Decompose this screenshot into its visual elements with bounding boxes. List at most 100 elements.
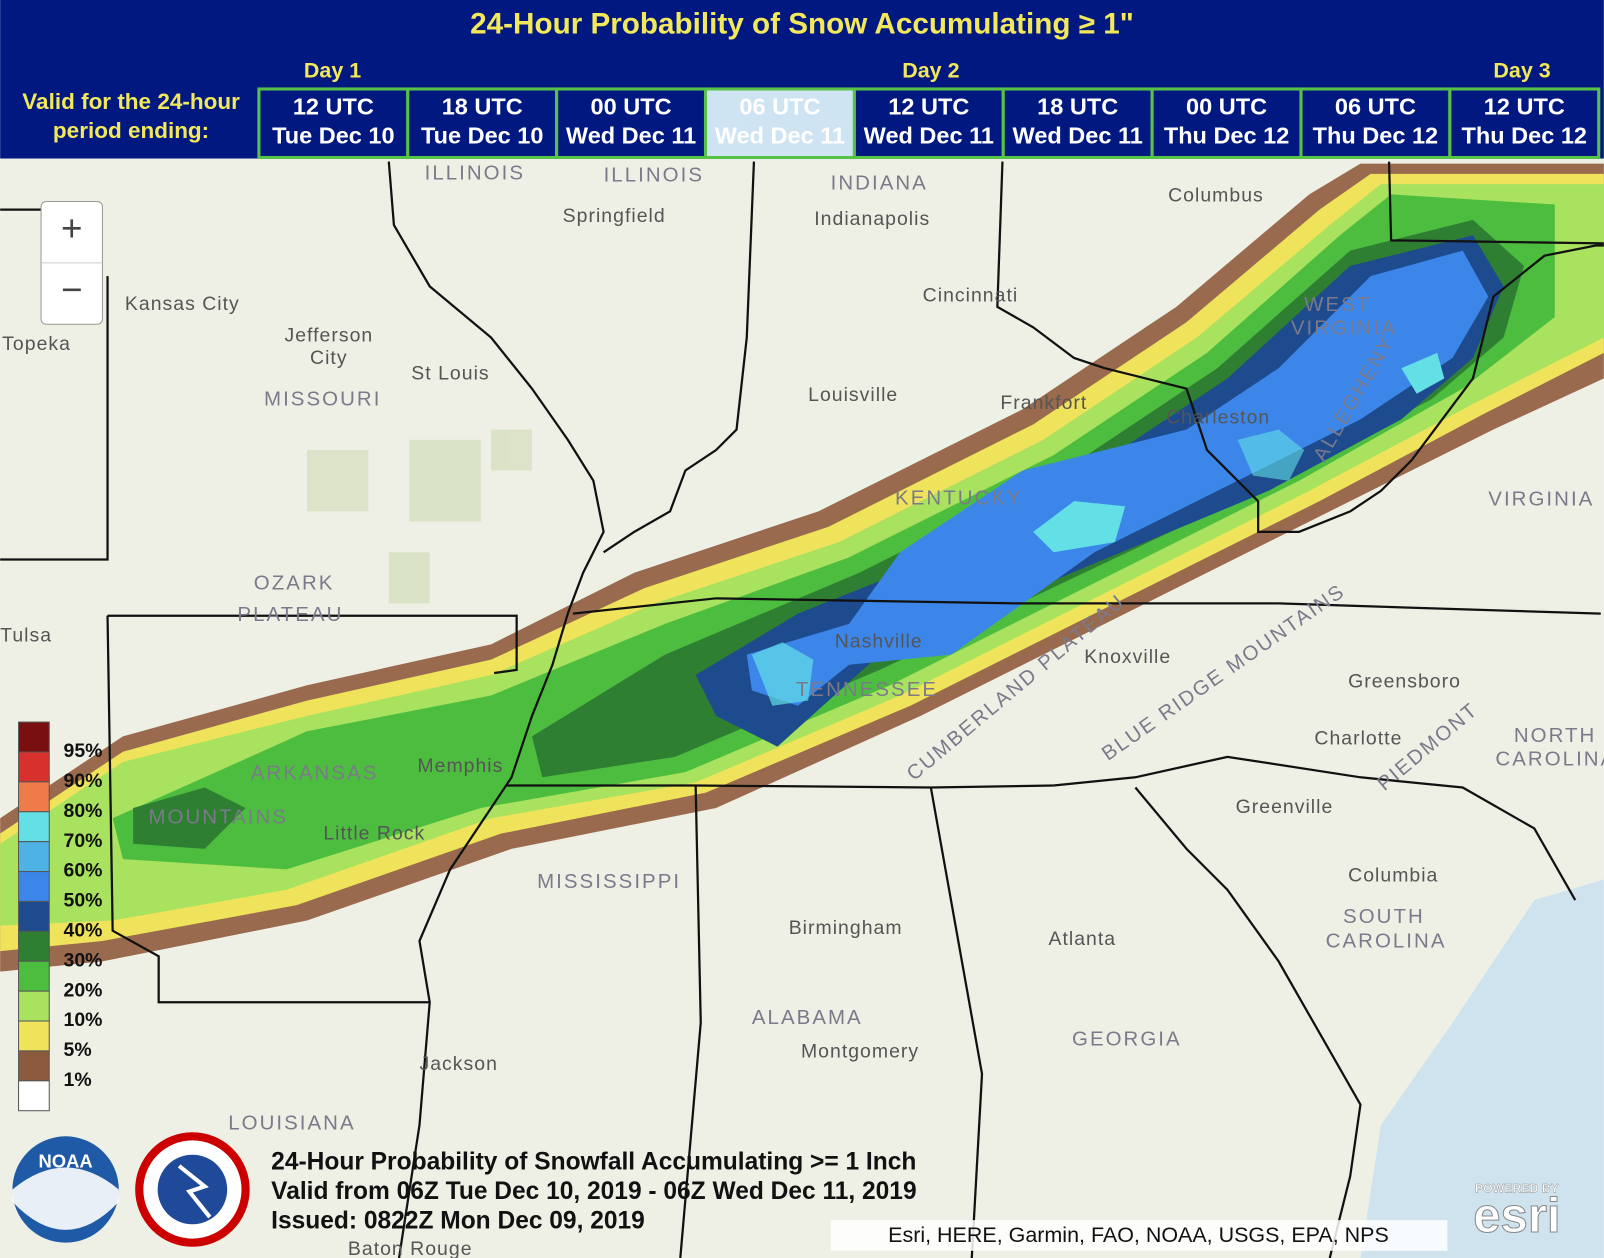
nws-bolt xyxy=(177,1164,212,1219)
legend-swatch xyxy=(18,871,50,902)
legend-label: 60% xyxy=(64,860,103,882)
map-label: Columbia xyxy=(1348,865,1438,887)
tab-label: 18 UTC xyxy=(442,94,523,120)
legend-label: 50% xyxy=(64,890,103,912)
probability-contours xyxy=(0,163,1604,972)
map-label: ILLINOIS xyxy=(604,163,704,186)
legend-swatch xyxy=(18,1020,50,1052)
zoom-out[interactable]: − xyxy=(61,269,83,310)
time-tab[interactable] xyxy=(852,87,1005,160)
tab-label: 00 UTC xyxy=(1186,94,1267,120)
map-label: Greenville xyxy=(1236,796,1334,818)
map-label: Atlanta xyxy=(1048,928,1116,950)
tab-label: Thu Dec 12 xyxy=(1462,122,1587,148)
time-tab[interactable] xyxy=(1150,87,1303,160)
tab-label: Wed Dec 11 xyxy=(864,122,994,148)
time-tab[interactable] xyxy=(1448,87,1601,160)
day-label: Day 3 xyxy=(1493,58,1550,82)
tab-label: Wed Dec 11 xyxy=(1013,122,1143,148)
legend: 95% 90% 80% 70% 60% 50% 40% 30% 20% 10% 5% 1% xyxy=(18,721,103,1112)
footer-line: 24-Hour Probability of Snowfall Accumula… xyxy=(271,1148,916,1175)
tab-label: 12 UTC xyxy=(888,94,969,120)
map-label: Greensboro xyxy=(1348,670,1461,692)
legend-label: 30% xyxy=(64,949,103,971)
map-label: Jefferson xyxy=(284,325,373,347)
tab-label: Tue Dec 10 xyxy=(421,122,543,148)
map-label: VIRGINIA xyxy=(1291,317,1397,340)
legend-swatch xyxy=(18,900,50,932)
map-label: Frankfort xyxy=(1000,392,1087,414)
header-title: 24-Hour Probability of Snow Accumulating… xyxy=(470,7,1134,40)
map-label: WEST xyxy=(1304,293,1371,316)
footer-line: Valid from 06Z Tue Dec 10, 2019 - 06Z We… xyxy=(271,1178,916,1205)
nws-logo xyxy=(135,1132,250,1247)
attribution-box xyxy=(830,1220,1448,1251)
zoom-in[interactable]: + xyxy=(61,208,83,249)
time-tab[interactable] xyxy=(703,87,856,160)
forest-patches xyxy=(306,429,532,604)
map-label: Birmingham xyxy=(789,917,903,939)
footer-line: Issued: 0822Z Mon Dec 09, 2019 xyxy=(271,1208,645,1235)
state-borders xyxy=(0,161,1604,1258)
tab-label: Tue Dec 10 xyxy=(272,122,394,148)
time-tab[interactable] xyxy=(257,87,410,160)
map-label: Kansas City xyxy=(125,293,240,315)
map-label: Charleston xyxy=(1166,406,1270,428)
legend-label: 90% xyxy=(64,770,103,792)
map-label: TENNESSEE xyxy=(796,678,938,701)
esri-logo: esri xyxy=(1473,1189,1560,1243)
legend-swatch xyxy=(18,721,50,753)
legend-swatch xyxy=(18,960,50,992)
map-label: Springfield xyxy=(563,205,666,227)
esri-powered: POWERED BY xyxy=(1475,1182,1559,1196)
map-label: ALABAMA xyxy=(752,1006,863,1029)
map-label: NORTH xyxy=(1514,724,1597,747)
legend-swatch xyxy=(18,751,50,783)
legend-label: 10% xyxy=(64,1009,103,1031)
time-tab[interactable] xyxy=(1299,87,1452,160)
legend-label: 70% xyxy=(64,830,103,852)
map-label: Little Rock xyxy=(323,823,425,845)
day-label: Day 2 xyxy=(902,58,959,82)
noaa-logo: NOAA xyxy=(12,1136,119,1243)
map-label: GEORGIA xyxy=(1072,1028,1182,1051)
legend-label: 1% xyxy=(64,1069,92,1091)
map-label: MISSISSIPPI xyxy=(537,870,681,893)
map-label: SOUTH xyxy=(1343,905,1425,928)
map-label: Baton Rouge xyxy=(348,1238,473,1258)
tab-label: 12 UTC xyxy=(1484,94,1565,120)
map-label: Memphis xyxy=(417,755,503,777)
map-label: ARKANSAS xyxy=(251,762,379,785)
map-label: OZARK xyxy=(254,571,335,594)
noaa-wave xyxy=(12,1167,119,1230)
tab-label: 12 UTC xyxy=(293,94,374,120)
map-label: CAROLINA xyxy=(1495,747,1604,770)
tab-label: 18 UTC xyxy=(1037,94,1118,120)
footer: 24-Hour Probability of Snowfall Accumula… xyxy=(271,1148,916,1234)
map-label: LOUISIANA xyxy=(228,1111,355,1134)
map-label: Nashville xyxy=(835,630,923,652)
map-label: Topeka xyxy=(2,333,71,355)
legend-label: 5% xyxy=(64,1039,92,1061)
map-label: Columbus xyxy=(1168,184,1264,206)
legend-swatch xyxy=(18,841,50,873)
ocean xyxy=(1360,879,1604,1258)
valid-label: Valid for the 24-hour xyxy=(22,89,240,114)
time-tab[interactable] xyxy=(406,87,559,160)
tab-label: Wed Dec 11 xyxy=(566,122,696,148)
tab-label: 06 UTC xyxy=(1335,94,1416,120)
map-label: MOUNTAINS xyxy=(148,806,288,829)
legend-swatch xyxy=(18,1080,50,1112)
map-label: VIRGINIA xyxy=(1488,488,1594,511)
legend-swatch xyxy=(18,990,50,1022)
tab-label: Thu Dec 12 xyxy=(1313,122,1438,148)
time-tab[interactable] xyxy=(555,87,708,160)
legend-swatch xyxy=(18,1050,50,1082)
map-label: Tulsa xyxy=(0,624,52,646)
attribution: Esri, HERE, Garmin, FAO, NOAA, USGS, EPA… xyxy=(888,1223,1389,1247)
map-label: St Louis xyxy=(411,362,489,384)
tab-label: 00 UTC xyxy=(591,94,672,120)
